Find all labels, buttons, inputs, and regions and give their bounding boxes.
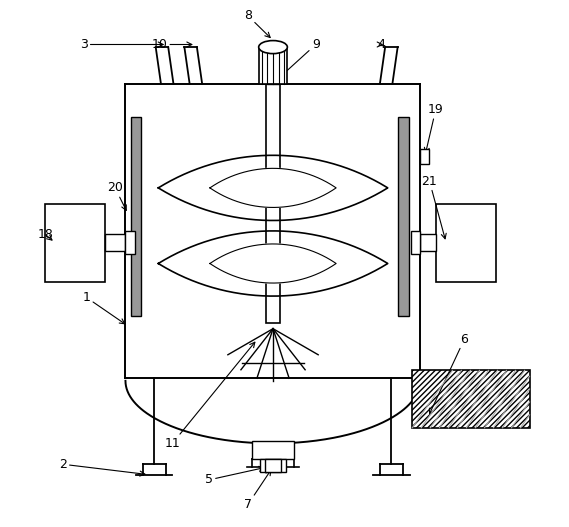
Bar	[413, 370, 530, 428]
Bar	[125, 231, 135, 254]
Bar	[266, 84, 281, 324]
Bar	[420, 235, 436, 251]
Text: 6: 6	[430, 333, 468, 414]
Bar	[436, 203, 496, 282]
Bar	[252, 441, 294, 459]
Text: 8: 8	[244, 9, 270, 37]
Text: 9: 9	[279, 38, 320, 79]
Bar	[131, 118, 141, 316]
Text: 3: 3	[80, 38, 163, 51]
Polygon shape	[158, 155, 387, 220]
Text: 5: 5	[205, 466, 264, 486]
Text: 11: 11	[164, 342, 255, 450]
Text: 20: 20	[107, 181, 126, 210]
Bar	[398, 118, 409, 316]
Bar	[420, 149, 430, 164]
Polygon shape	[210, 244, 336, 283]
Bar	[265, 459, 281, 472]
Bar	[44, 203, 105, 282]
Bar	[259, 47, 287, 84]
Text: 10: 10	[151, 38, 192, 51]
Polygon shape	[210, 168, 336, 208]
Polygon shape	[158, 231, 387, 296]
Bar	[105, 235, 125, 251]
Text: 2: 2	[59, 458, 145, 476]
Text: 21: 21	[422, 174, 446, 239]
Text: 4: 4	[377, 38, 385, 51]
Text: 1: 1	[83, 291, 125, 324]
Text: 19: 19	[424, 103, 444, 153]
Bar	[411, 231, 420, 254]
Text: 7: 7	[244, 470, 271, 511]
Bar	[260, 459, 286, 472]
Text: 18: 18	[38, 228, 53, 241]
Ellipse shape	[259, 41, 287, 54]
